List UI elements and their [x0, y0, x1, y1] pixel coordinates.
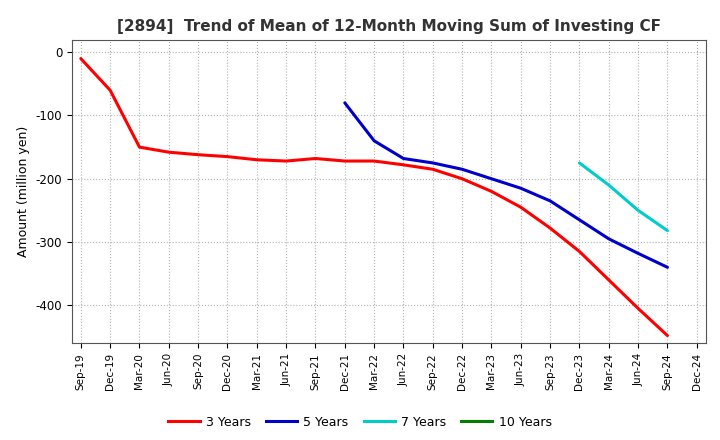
Y-axis label: Amount (million yen): Amount (million yen)	[17, 126, 30, 257]
Title: [2894]  Trend of Mean of 12-Month Moving Sum of Investing CF: [2894] Trend of Mean of 12-Month Moving …	[117, 19, 661, 34]
Legend: 3 Years, 5 Years, 7 Years, 10 Years: 3 Years, 5 Years, 7 Years, 10 Years	[163, 411, 557, 434]
